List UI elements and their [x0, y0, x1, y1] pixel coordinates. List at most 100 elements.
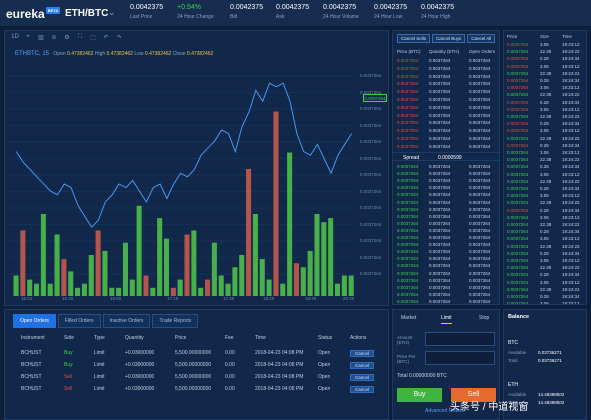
cancel-all-button[interactable]: Cancel All [467, 34, 496, 43]
bid-row[interactable]: 0.0037264 0.0037264 0.0037264 [393, 178, 501, 185]
balance-total: Total 14.48398502 [508, 400, 586, 405]
ask-row[interactable]: 0.0037264 0.0037264 0.0037264 [393, 74, 501, 81]
settings-icon[interactable]: ⚙ [64, 35, 70, 41]
ask-row[interactable]: 0.0037264 0.0037264 0.0037264 [393, 66, 501, 73]
volume-bar [293, 263, 299, 296]
book-cell: 0.0037264 [469, 164, 491, 169]
bid-row[interactable]: 0.0037264 0.0037264 0.0037264 [393, 249, 501, 256]
cancel-button[interactable]: Cancel [350, 362, 374, 369]
amount-input[interactable] [425, 332, 495, 346]
bid-row[interactable]: 0.0037264 0.0037264 0.0037264 [393, 200, 501, 207]
tab-limit[interactable]: Limit [441, 315, 452, 324]
ask-row[interactable]: 0.0037264 0.0037264 0.0037264 [393, 105, 501, 112]
redo-icon[interactable]: ↷ [116, 35, 122, 41]
x-tick-label: 17:15 [167, 296, 179, 301]
table-cell: 0.00 [225, 362, 235, 368]
trade-row: 0.0037264 3.06 19:23:12 [504, 107, 586, 114]
table-cell: 5,500.00000000 [175, 362, 212, 368]
book-cell: 0.0037264 [429, 128, 451, 134]
cancel-sells-button[interactable]: Cancel Sells [397, 34, 431, 43]
advanced-orders-link[interactable]: Advanced Orders [425, 408, 464, 414]
ask-row[interactable]: 0.0037264 0.0037264 0.0037264 [393, 136, 501, 143]
trade-cell: 19:24:34 [562, 186, 580, 191]
bid-row[interactable]: 0.0037264 0.0037264 0.0037264 [393, 185, 501, 192]
table-cell: +0.03000000 [125, 362, 155, 368]
cancel-button[interactable]: Cancel [350, 350, 374, 357]
trade-cell: 19:24:34 [562, 78, 580, 83]
stat-label: 24 Hour Volume [323, 14, 359, 20]
table-cell: +0.03000000 [125, 374, 155, 380]
bid-row[interactable]: 0.0037264 0.0037264 0.0037264 [393, 221, 501, 228]
undo-icon[interactable]: ↶ [103, 35, 109, 41]
ask-row[interactable]: 0.0037264 0.0037264 0.0037264 [393, 120, 501, 127]
candles-icon[interactable]: ▥ [38, 35, 44, 41]
table-cell: BCHUST [21, 350, 42, 356]
price-chart[interactable] [5, 61, 388, 301]
tab-open-orders[interactable]: Open Orders [13, 314, 56, 328]
cancel-button[interactable]: Cancel [350, 386, 374, 393]
column-header: Quantity (ETH) [429, 49, 460, 54]
trade-cell: 0.0037264 [507, 164, 529, 170]
bid-row[interactable]: 0.0037264 0.0037264 0.0037264 [393, 164, 501, 171]
trade-cell: 19:24:34 [562, 250, 580, 256]
ask-row[interactable]: 0.0037264 0.0037264 0.0037264 [393, 89, 501, 96]
bid-row[interactable]: 0.0037264 0.0037264 0.0037264 [393, 263, 501, 270]
x-tick-label: 20:46 [343, 296, 355, 301]
bid-row[interactable]: 0.0037264 0.0037264 0.0037264 [393, 228, 501, 235]
trade-cell: 19:23:12 [562, 150, 580, 155]
volume-bar [273, 111, 279, 296]
bid-row[interactable]: 0.0037264 0.0037264 0.0037264 [393, 285, 501, 292]
bid-row[interactable]: 0.0037264 0.0037264 0.0037264 [393, 299, 501, 306]
chevron-down-icon[interactable]: ⌄ [108, 7, 116, 17]
cancel-buys-button[interactable]: Cancel Buys [432, 34, 466, 43]
eureka-logo[interactable]: eureka BETA [6, 7, 61, 21]
bid-row[interactable]: 0.0037264 0.0037264 0.0037264 [393, 242, 501, 249]
bid-row[interactable]: 0.0037264 0.0037264 0.0037264 [393, 271, 501, 278]
tab-filled-orders[interactable]: Filled Orders [57, 314, 101, 328]
bid-row[interactable]: 0.0037264 0.0037264 0.0037264 [393, 192, 501, 199]
ask-row[interactable]: 0.0037264 0.0037264 0.0037264 [393, 58, 501, 65]
add-indicator-icon[interactable]: + [26, 34, 30, 40]
fullscreen-icon[interactable]: ⛶ [77, 34, 83, 40]
ask-row[interactable]: 0.0037264 0.0037264 0.0037264 [393, 81, 501, 88]
bid-row[interactable]: 0.0037264 0.0037264 0.0037264 [393, 235, 501, 242]
book-cell: 0.0037264 [429, 143, 451, 149]
book-cell: 0.0037264 [397, 97, 419, 102]
interval-button[interactable]: 1D [11, 34, 19, 40]
trade-row: 0.0037264 3.06 19:23:12 [504, 258, 586, 265]
book-cell: 0.0037264 [469, 270, 491, 276]
tab-trade-reports[interactable]: Trade Reports [152, 314, 199, 328]
tab-market[interactable]: Market [401, 315, 417, 321]
tab-stop[interactable]: Stop [479, 315, 490, 321]
price-label: Price Per (BTC) [397, 354, 416, 364]
tab-inactive-orders[interactable]: Inactive Orders [102, 314, 151, 328]
snapshot-icon[interactable]: ⬚ [90, 35, 96, 41]
trade-cell: 0.0037264 [507, 142, 529, 148]
trade-cell: 0.0037264 [507, 286, 529, 292]
bid-row[interactable]: 0.0037264 0.0037264 0.0037264 [393, 214, 501, 221]
compare-icon[interactable]: ≋ [51, 35, 57, 41]
sell-button[interactable]: Sell [451, 388, 496, 402]
order-book-panel: Cancel Sells Cancel Buys Cancel All Price … [392, 30, 501, 306]
trade-cell: 0.0037264 [507, 279, 529, 285]
ask-row[interactable]: 0.0037264 0.0037264 0.0037264 [393, 144, 501, 151]
trade-cell: 3.06 [540, 193, 549, 199]
high-label: High [94, 51, 106, 57]
bid-row[interactable]: 0.0037264 0.0037264 0.0037264 [393, 256, 501, 263]
book-cell: 0.0037264 [397, 128, 419, 134]
bid-row[interactable]: 0.0037264 0.0037264 0.0037264 [393, 171, 501, 178]
bid-row[interactable]: 0.0037264 0.0037264 0.0037264 [393, 207, 501, 214]
ask-row[interactable]: 0.0037264 0.0037264 0.0037264 [393, 128, 501, 135]
buy-button[interactable]: Buy [397, 388, 442, 402]
bid-row[interactable]: 0.0037264 0.0037264 0.0037264 [393, 292, 501, 299]
price-input[interactable] [425, 351, 495, 365]
table-row: BCHUST Sell Limit +0.03000000 5,500.00000000… [5, 386, 390, 394]
book-cell: 0.0037264 [397, 81, 419, 87]
cancel-button[interactable]: Cancel [350, 374, 374, 381]
pair-selector[interactable]: ETH/BTC [65, 8, 109, 19]
ask-row[interactable]: 0.0037264 0.0037264 0.0037264 [393, 97, 501, 104]
trade-cell: 3.06 [540, 85, 549, 91]
bid-row[interactable]: 0.0037264 0.0037264 0.0037264 [393, 278, 501, 285]
volume-bar [211, 242, 217, 296]
ask-row[interactable]: 0.0037264 0.0037264 0.0037264 [393, 113, 501, 120]
